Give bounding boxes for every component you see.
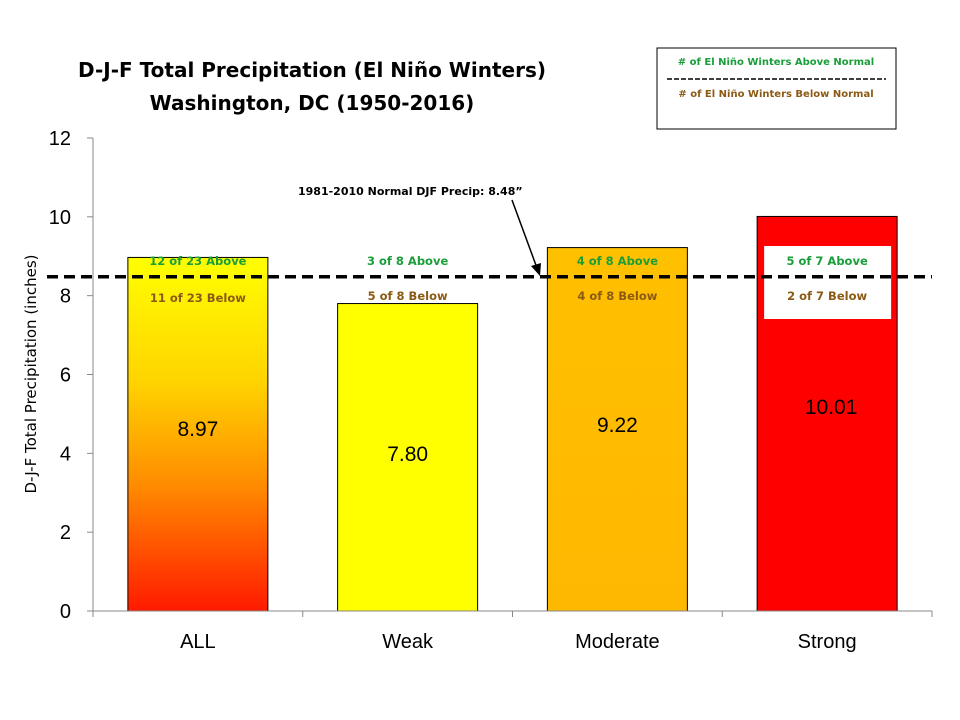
y-tick-label: 12 bbox=[49, 128, 71, 150]
chart-title: D-J-F Total Precipitation (El Niño Winte… bbox=[78, 58, 546, 82]
y-axis-label: D-J-F Total Precipitation (inches) bbox=[22, 255, 40, 494]
bar-annotations: ALL 8.97 Weak 7.80 Moderate 9.22 Strong 10.01 12… bbox=[149, 246, 892, 653]
below-count-label: 2 of 7 Below bbox=[787, 289, 867, 303]
above-count-label: 3 of 8 Above bbox=[367, 254, 448, 268]
data-label: 10.01 bbox=[805, 396, 858, 419]
y-tick-label: 2 bbox=[60, 522, 71, 544]
data-label: 8.97 bbox=[177, 418, 218, 441]
y-tick-label: 4 bbox=[60, 443, 71, 465]
legend-above-text: # of El Niño Winters Above Normal bbox=[678, 57, 874, 68]
normal-arrow bbox=[511, 199, 541, 276]
bar-moderate bbox=[546, 247, 688, 612]
chart-subtitle: Washington, DC (1950-2016) bbox=[150, 91, 475, 115]
legend-box: # of El Niño Winters Above Normal # of E… bbox=[656, 47, 897, 130]
below-count-label: 5 of 8 Below bbox=[368, 289, 448, 303]
y-tick-label: 6 bbox=[60, 365, 71, 387]
above-count-label: 12 of 23 Above bbox=[149, 254, 246, 268]
y-tick-label: 0 bbox=[60, 601, 71, 623]
bar-all bbox=[127, 256, 269, 612]
legend-below-text: # of El Niño Winters Below Normal bbox=[678, 89, 873, 100]
above-count-label: 5 of 7 Above bbox=[787, 254, 868, 268]
bar-weak bbox=[337, 303, 479, 612]
below-count-label: 4 of 8 Below bbox=[577, 289, 657, 303]
y-axis-ticks: 0 2 4 6 8 10 12 bbox=[49, 128, 93, 623]
x-tick-label: Moderate bbox=[575, 631, 660, 653]
y-tick-label: 8 bbox=[60, 286, 71, 308]
data-label: 9.22 bbox=[597, 414, 638, 437]
x-tick-label: Weak bbox=[382, 631, 434, 653]
y-tick-label: 10 bbox=[49, 207, 71, 229]
below-count-label: 11 of 23 Below bbox=[150, 291, 246, 305]
above-count-label: 4 of 8 Above bbox=[577, 254, 658, 268]
normal-label: 1981-2010 Normal DJF Precip: 8.48” bbox=[298, 185, 523, 198]
strong-annotation-box bbox=[764, 246, 892, 319]
data-label: 7.80 bbox=[387, 443, 428, 466]
x-tick-label: Strong bbox=[798, 631, 857, 653]
x-tick-label: ALL bbox=[180, 631, 216, 653]
